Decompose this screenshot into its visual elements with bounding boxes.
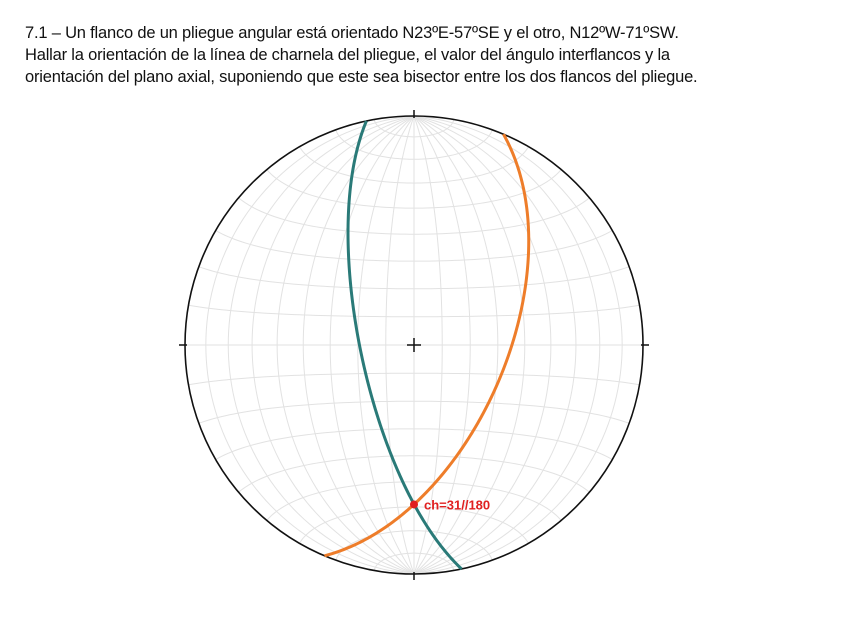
grid-small-circle (299, 146, 529, 184)
problem-line: 7.1 – Un flanco de un pliegue angular es… (25, 24, 679, 42)
grid-small-circle (238, 197, 590, 235)
grid-small-circle (215, 428, 613, 460)
problem-line: orientación del plano axial, suponiendo … (25, 68, 698, 86)
grid-small-circle (188, 304, 640, 318)
grid-small-circle (335, 129, 493, 160)
plane-great-circle (324, 133, 531, 558)
planes (324, 120, 531, 571)
hinge-label: ch=31//180 (424, 497, 490, 512)
grid-small-circle (373, 119, 455, 138)
problem-statement: 7.1 – Un flanco de un pliegue angular es… (25, 22, 845, 88)
grid-small-circle (215, 230, 613, 262)
cardinal-ticks (179, 110, 649, 580)
plane-great-circle (346, 120, 463, 571)
net-grid (185, 115, 643, 575)
problem-line: Hallar la orientación de la línea de cha… (25, 46, 670, 64)
grid-small-circle (188, 372, 640, 386)
grid-small-circle (266, 481, 562, 521)
grid-small-circle (373, 552, 455, 571)
grid-small-circle (238, 455, 590, 493)
hinge-point (410, 500, 418, 509)
grid-small-circle (198, 266, 630, 290)
grid-small-circle (198, 400, 630, 424)
grid-small-circle (335, 530, 493, 561)
